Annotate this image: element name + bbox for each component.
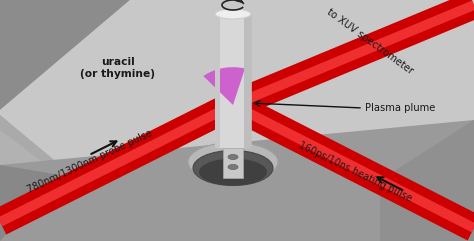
Polygon shape [0, 165, 60, 241]
Text: 780nm/1300nm probe pulse: 780nm/1300nm probe pulse [26, 128, 154, 195]
Polygon shape [215, 14, 220, 148]
Ellipse shape [193, 150, 273, 186]
Polygon shape [223, 148, 243, 178]
Polygon shape [0, 0, 130, 110]
Polygon shape [0, 120, 474, 241]
Ellipse shape [215, 9, 251, 19]
Polygon shape [0, 93, 239, 234]
Ellipse shape [228, 154, 238, 160]
Polygon shape [231, 101, 474, 232]
Ellipse shape [228, 165, 238, 169]
Polygon shape [244, 14, 251, 148]
Polygon shape [0, 101, 235, 226]
Polygon shape [227, 93, 474, 241]
Text: 160ps/10ns heating pulse: 160ps/10ns heating pulse [297, 140, 413, 204]
Polygon shape [0, 110, 60, 175]
Polygon shape [231, 0, 474, 109]
Ellipse shape [199, 159, 267, 186]
Polygon shape [0, 0, 474, 130]
Polygon shape [228, 0, 474, 118]
Polygon shape [203, 67, 245, 105]
Text: uracil
(or thymine): uracil (or thymine) [81, 57, 155, 79]
Polygon shape [380, 120, 474, 241]
Text: Plasma plume: Plasma plume [365, 103, 436, 113]
Text: to XUV spectrometer: to XUV spectrometer [325, 7, 415, 77]
Ellipse shape [188, 142, 278, 181]
Polygon shape [215, 14, 251, 148]
Polygon shape [0, 0, 474, 200]
